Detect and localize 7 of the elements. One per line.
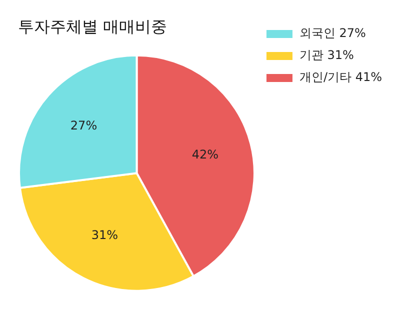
data-label: 31% [91, 228, 118, 242]
legend-label: 기관 31% [299, 48, 354, 62]
data-label: 27% [70, 118, 98, 133]
chart-title: 투자주체별 매매비중 [18, 16, 168, 36]
legend-label: 외국인 27% [299, 26, 366, 40]
legend-label: 개인/기타 41% [299, 70, 382, 84]
data-label: 42% [192, 148, 218, 162]
